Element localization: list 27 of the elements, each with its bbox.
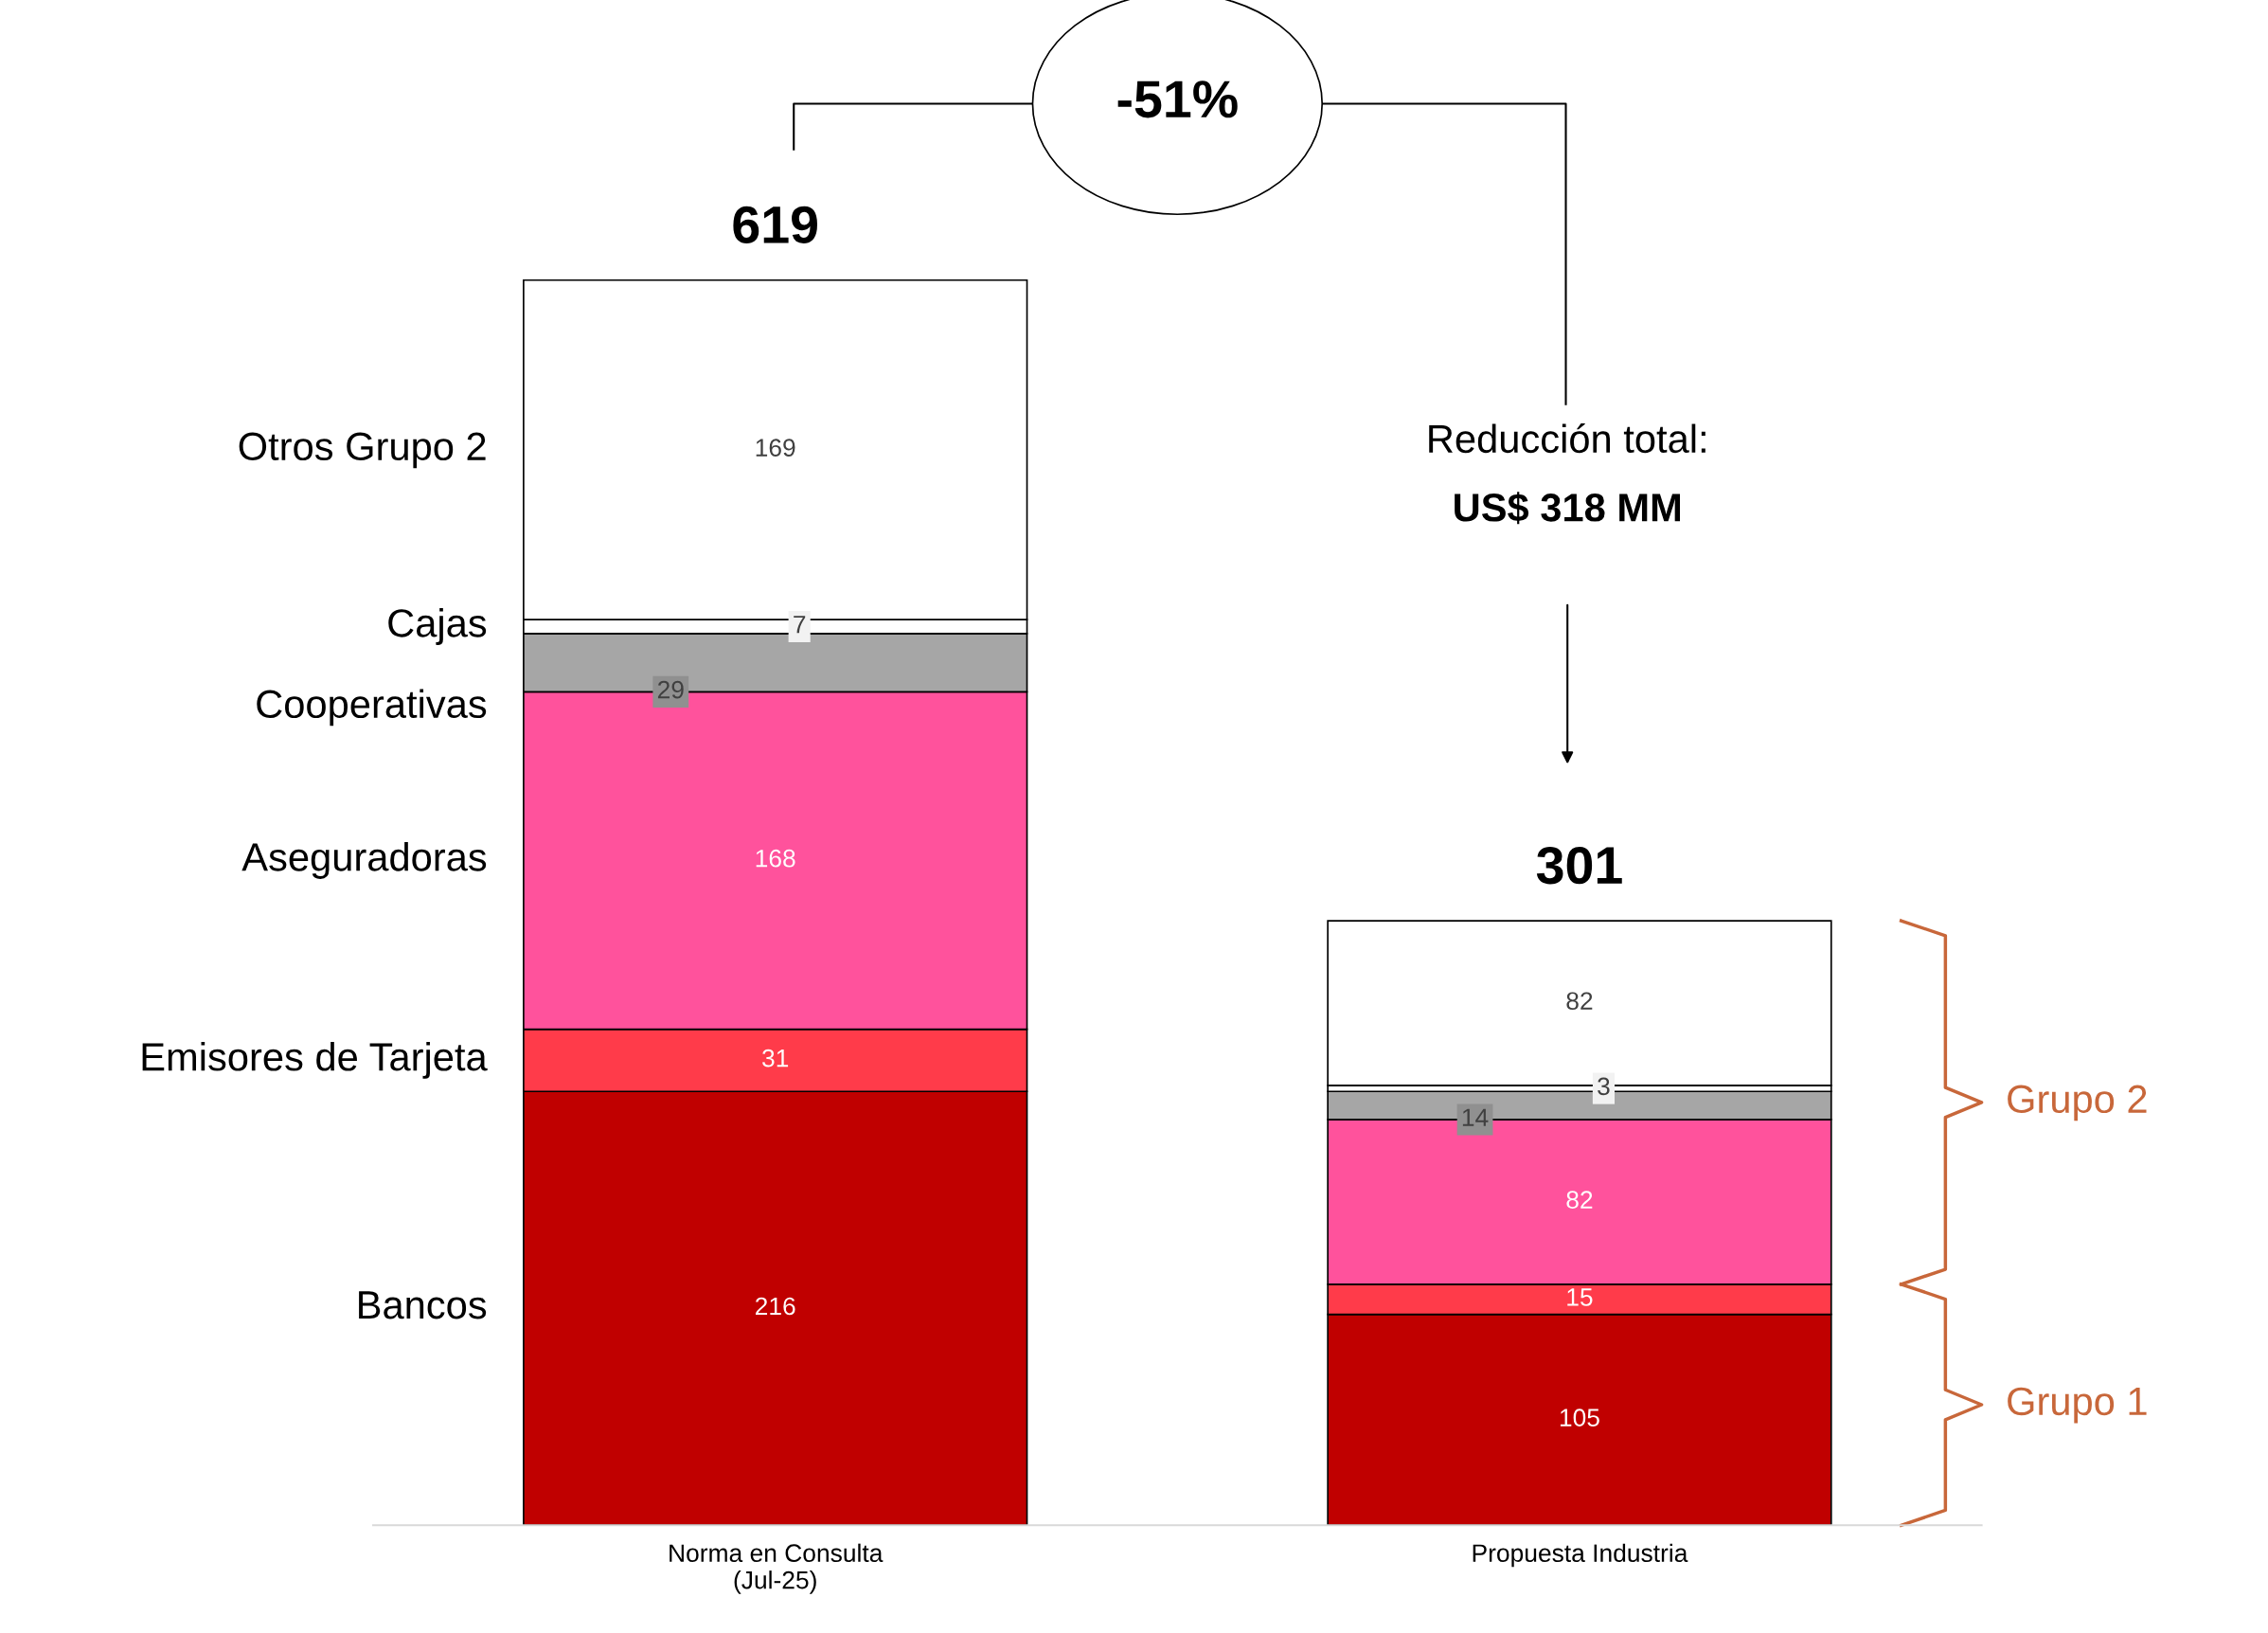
total-label: 619 — [733, 206, 817, 243]
annotation: US$ 318 MM — [1455, 492, 1680, 525]
data-label: 31 — [762, 1049, 789, 1068]
series-label: Emisores de Tarjeta — [142, 1041, 488, 1079]
data-label: 82 — [1566, 1191, 1593, 1209]
series-label: Bancos — [359, 1291, 487, 1319]
x-tick-label: Norma en Consulta (Jul-25) — [670, 1543, 884, 1594]
data-label: 14 — [1462, 1108, 1489, 1126]
data-label: 169 — [756, 439, 795, 457]
total-label: 301 — [1536, 846, 1622, 885]
x-tick-label: Propuesta Industria — [1473, 1543, 1688, 1568]
text: Grupo 1 — [2008, 1387, 2147, 1424]
data-label: 29 — [657, 680, 684, 699]
series-label: Otros Grupo 2 — [239, 432, 486, 469]
data-label: 168 — [756, 849, 795, 868]
series-label: Aseguradoras — [241, 842, 487, 879]
series-label: Cooperativas — [257, 689, 487, 727]
text: -51% — [1117, 81, 1238, 118]
text: Grupo 2 — [2008, 1085, 2147, 1122]
series-label: Cajas — [388, 608, 487, 645]
data-label: 105 — [1560, 1409, 1599, 1427]
data-label: 7 — [794, 616, 806, 634]
data-label: 3 — [1598, 1077, 1610, 1096]
data-label: 15 — [1567, 1288, 1593, 1306]
data-label: 82 — [1566, 992, 1593, 1011]
annotation: Reducción total: — [1429, 423, 1705, 454]
data-label: 216 — [756, 1297, 795, 1316]
